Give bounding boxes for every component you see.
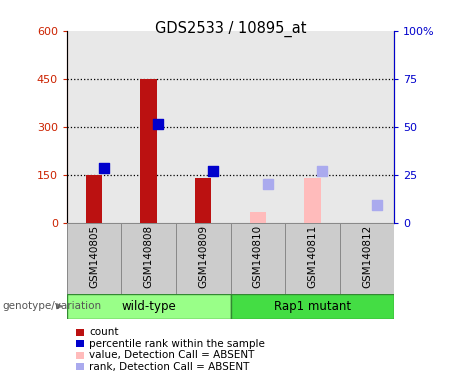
Bar <box>121 31 176 223</box>
Text: value, Detection Call = ABSENT: value, Detection Call = ABSENT <box>89 350 254 360</box>
Point <box>319 167 326 174</box>
Text: count: count <box>89 327 118 337</box>
Bar <box>195 178 212 223</box>
Point <box>100 165 107 171</box>
Bar <box>230 223 285 294</box>
Text: GSM140812: GSM140812 <box>362 225 372 288</box>
Bar <box>285 223 340 294</box>
Point <box>209 167 217 174</box>
Bar <box>67 31 121 223</box>
Bar <box>67 294 230 319</box>
Text: GSM140811: GSM140811 <box>307 225 317 288</box>
Bar <box>176 31 230 223</box>
Bar <box>304 178 320 223</box>
Bar <box>86 175 102 223</box>
Bar <box>340 223 394 294</box>
Point <box>155 121 162 127</box>
Bar <box>230 294 394 319</box>
Bar <box>285 31 340 223</box>
Text: wild-type: wild-type <box>121 300 176 313</box>
Bar <box>121 223 176 294</box>
Point <box>373 202 380 208</box>
Bar <box>230 31 285 223</box>
Text: GSM140810: GSM140810 <box>253 225 263 288</box>
Text: Rap1 mutant: Rap1 mutant <box>274 300 351 313</box>
Text: rank, Detection Call = ABSENT: rank, Detection Call = ABSENT <box>89 362 249 372</box>
Text: percentile rank within the sample: percentile rank within the sample <box>89 339 265 349</box>
Bar <box>340 31 394 223</box>
Text: GSM140805: GSM140805 <box>89 225 99 288</box>
Bar <box>249 212 266 223</box>
Bar <box>141 79 157 223</box>
Text: GSM140808: GSM140808 <box>144 225 154 288</box>
Point <box>264 181 271 187</box>
Bar <box>176 223 230 294</box>
Text: genotype/variation: genotype/variation <box>2 301 101 311</box>
Bar <box>67 223 121 294</box>
Text: GDS2533 / 10895_at: GDS2533 / 10895_at <box>155 21 306 37</box>
Text: GSM140809: GSM140809 <box>198 225 208 288</box>
